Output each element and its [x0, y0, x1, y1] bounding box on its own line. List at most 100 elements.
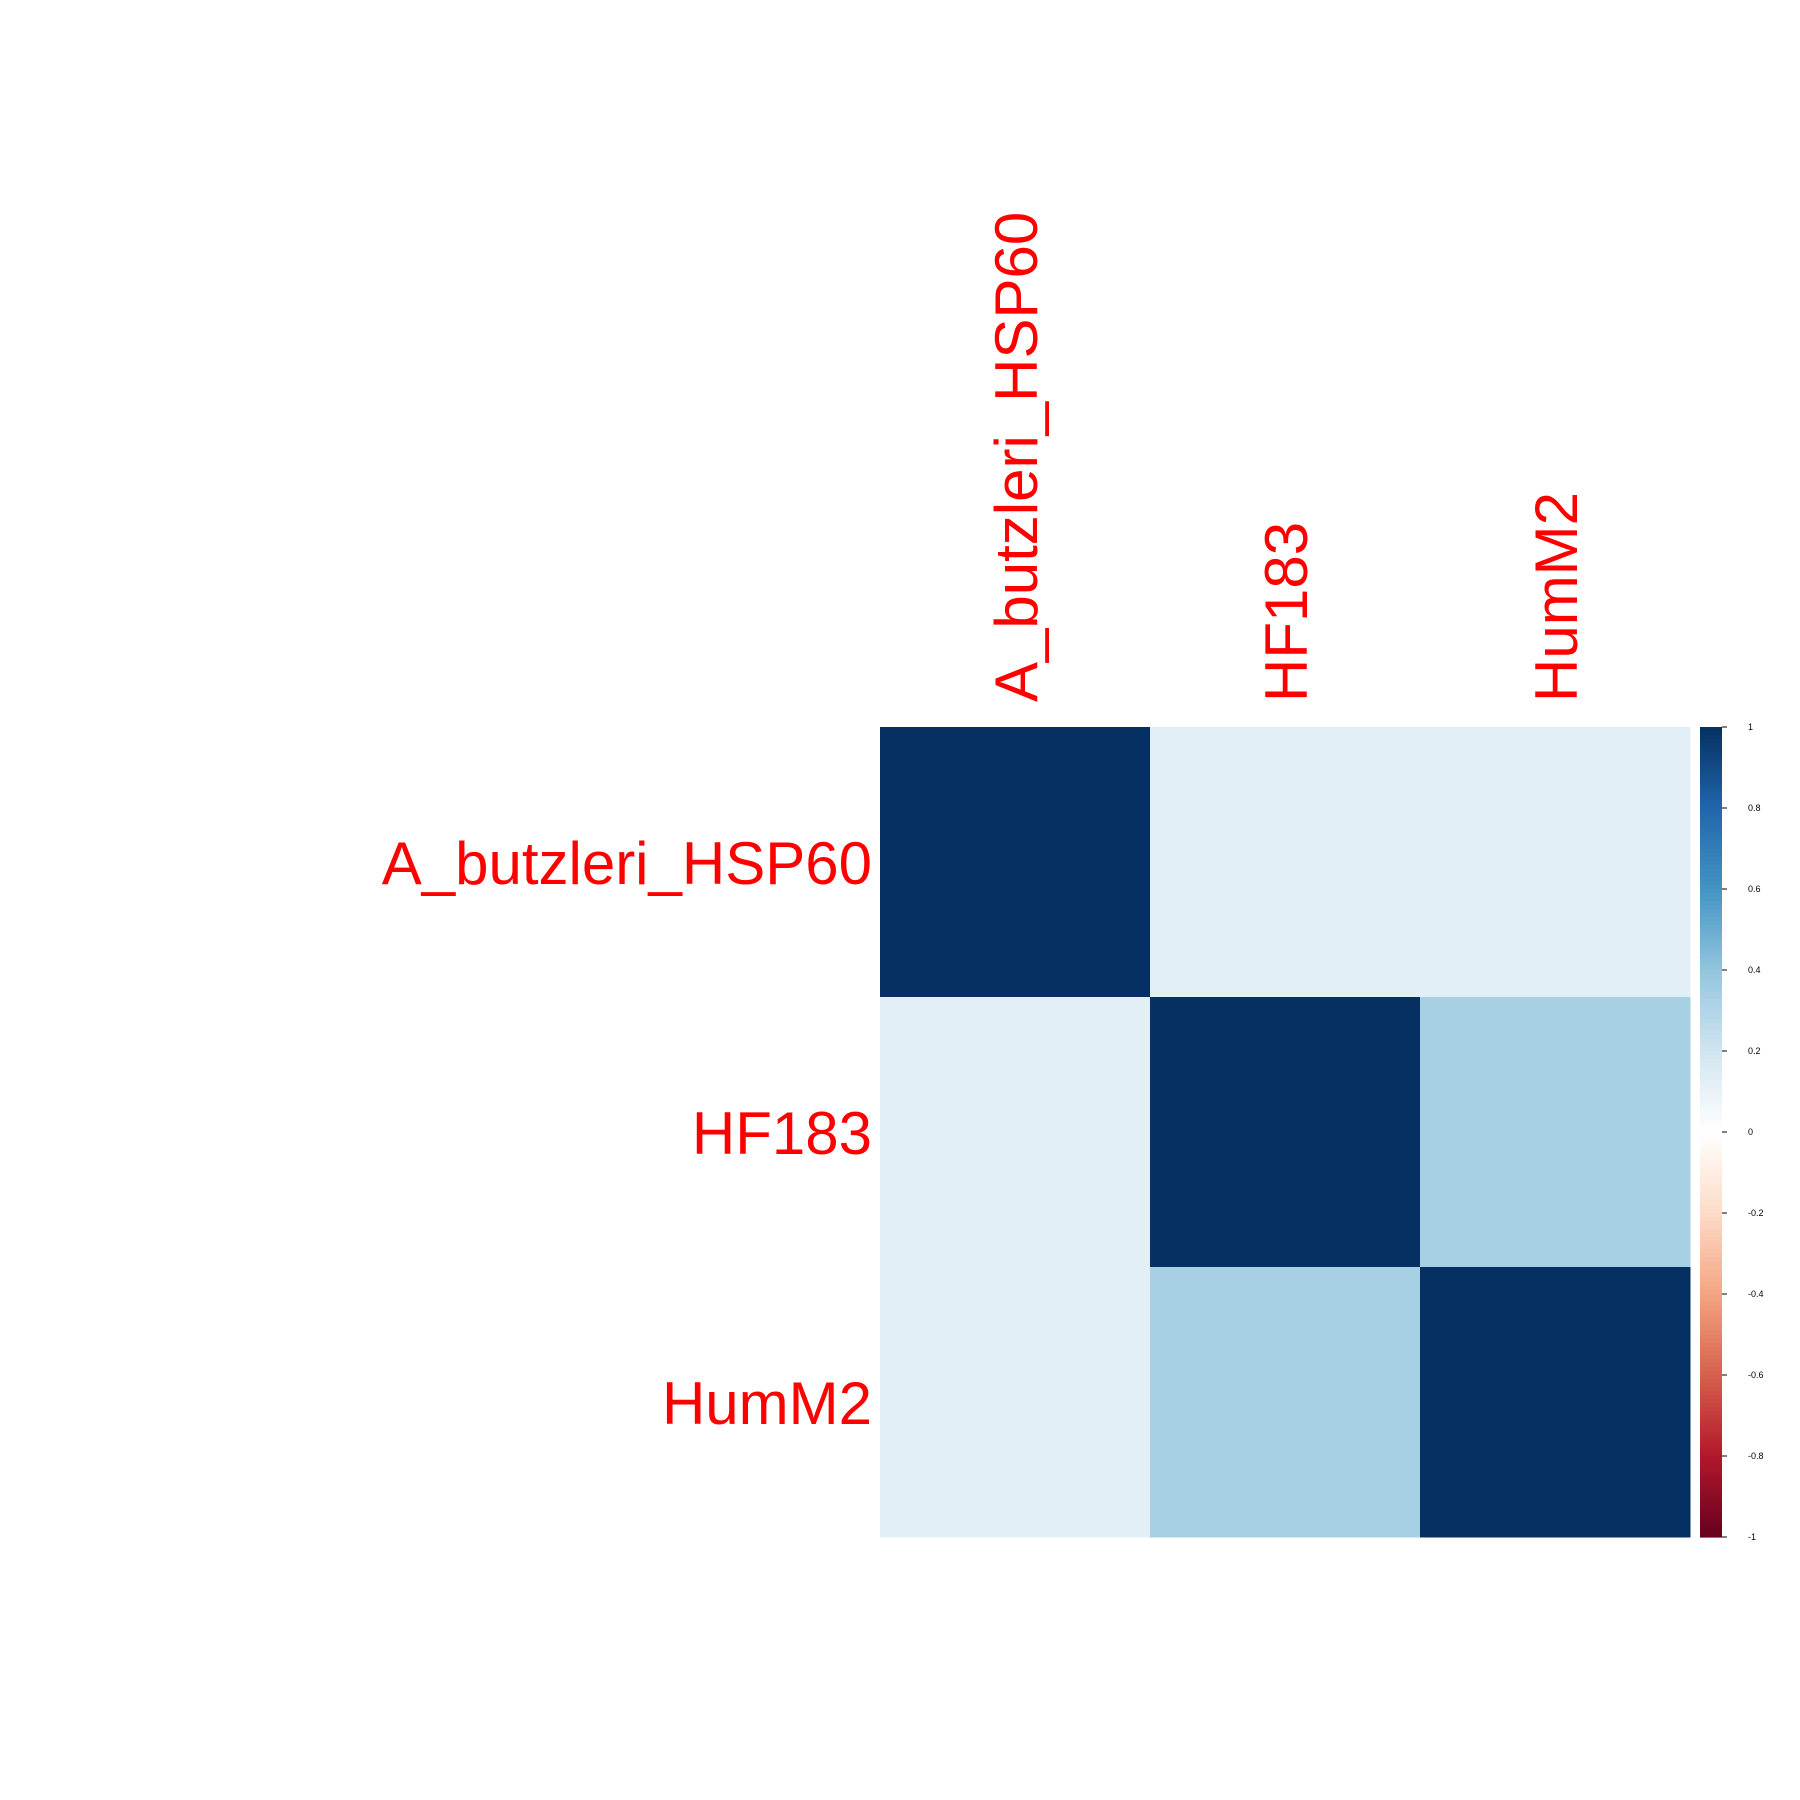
colorbar-segment [1700, 974, 1722, 979]
colorbar-segment [1700, 1123, 1722, 1129]
colorbar-segment [1700, 953, 1722, 959]
colorbar-segment [1700, 1176, 1722, 1182]
colorbar-segment [1700, 1075, 1722, 1080]
colorbar-segment [1700, 824, 1722, 829]
colorbar-segment [1700, 1208, 1722, 1214]
colorbar-segment [1700, 1431, 1722, 1437]
colorbar-segment [1700, 1204, 1722, 1210]
colorbar-segment [1700, 1055, 1722, 1060]
colorbar-tick-label: -0.2 [1748, 1208, 1764, 1218]
colorbar-segment [1700, 1237, 1722, 1242]
colorbar-tick-label: -0.6 [1748, 1370, 1764, 1380]
colorbar-segment [1700, 1063, 1722, 1068]
colorbar-segment [1700, 1468, 1722, 1473]
colorbar-segment [1700, 1298, 1722, 1303]
colorbar-segment [1700, 1338, 1722, 1344]
colorbar-segment [1700, 836, 1722, 841]
heatmap-cell-0-1 [1150, 727, 1421, 998]
colorbar-segment [1700, 1370, 1722, 1376]
colorbar-segment [1700, 1512, 1722, 1518]
row-label: HumM2 [662, 1370, 872, 1437]
colorbar-segment [1700, 1026, 1722, 1032]
colorbar-segment [1700, 844, 1722, 850]
colorbar-segment [1700, 1083, 1722, 1089]
colorbar-segment [1700, 1302, 1722, 1307]
colorbar-segment [1700, 1229, 1722, 1234]
colorbar-segment [1700, 978, 1722, 983]
colorbar-segment [1700, 1480, 1722, 1485]
colorbar-segment [1700, 1346, 1722, 1352]
colorbar-segment [1700, 1051, 1722, 1056]
colorbar-segment [1700, 1132, 1722, 1137]
colorbar-segment [1700, 925, 1722, 931]
colorbar-segment [1700, 743, 1722, 748]
colorbar-segment [1700, 771, 1722, 777]
colorbar-tick-label: -0.4 [1748, 1289, 1764, 1299]
colorbar-segment [1700, 1200, 1722, 1206]
colorbar-segment [1700, 1484, 1722, 1489]
colorbar-segment [1700, 767, 1722, 773]
colorbar-segment [1700, 1318, 1722, 1323]
colorbar-segment [1700, 763, 1722, 769]
colorbar-segment [1700, 1034, 1722, 1040]
colorbar-segment [1700, 1322, 1722, 1327]
colorbar-segment [1700, 1496, 1722, 1502]
heatmap-cell-2-2 [1420, 1267, 1691, 1538]
colorbar-segment [1700, 860, 1722, 866]
colorbar-segment [1700, 933, 1722, 939]
colorbar-tick-label: 0.8 [1748, 803, 1761, 813]
colorbar-segment [1700, 1099, 1722, 1105]
colorbar-segment [1700, 1504, 1722, 1510]
colorbar-segment [1700, 791, 1722, 797]
colorbar-segment [1700, 913, 1722, 918]
colorbar-segment [1700, 1221, 1722, 1226]
colorbar-segment [1700, 1046, 1722, 1052]
colorbar-segment [1700, 1249, 1722, 1255]
colorbar-segment [1700, 840, 1722, 846]
colorbar-segment [1700, 990, 1722, 995]
column-label: HumM2 [1523, 492, 1590, 702]
colorbar-segment [1700, 1391, 1722, 1396]
colorbar-segment [1700, 1294, 1722, 1299]
colorbar-segment [1700, 1350, 1722, 1356]
colorbar-segment [1700, 803, 1722, 809]
colorbar-segment [1700, 747, 1722, 752]
colorbar-segment [1700, 1111, 1722, 1117]
colorbar-segment [1700, 1528, 1722, 1534]
colorbar-segment [1700, 1464, 1722, 1469]
colorbar-segment [1700, 751, 1722, 756]
colorbar-segment [1700, 735, 1722, 740]
colorbar-segment [1700, 759, 1722, 765]
colorbar-segment [1700, 893, 1722, 898]
colorbar-segment [1700, 1217, 1722, 1222]
colorbar-segment [1700, 921, 1722, 927]
colorbar-segment [1700, 1342, 1722, 1348]
colorbar-segment [1700, 949, 1722, 955]
colorbar-segment [1700, 1095, 1722, 1101]
colorbar-segment [1700, 1411, 1722, 1417]
colorbar-segment [1700, 1520, 1722, 1526]
colorbar-segment [1700, 909, 1722, 914]
colorbar-segment [1700, 1395, 1722, 1400]
colorbar-segment [1700, 1087, 1722, 1093]
colorbar-segment [1700, 1447, 1722, 1453]
colorbar-segment [1700, 982, 1722, 987]
colorbar-segment [1700, 872, 1722, 878]
colorbar-segment [1700, 986, 1722, 991]
colorbar-segment [1700, 957, 1722, 963]
colorbar-segment [1700, 1042, 1722, 1048]
row-label: A_butzleri_HSP60 [382, 830, 872, 897]
colorbar-tick-label: 0 [1748, 1127, 1753, 1137]
colorbar-segment [1700, 1188, 1722, 1194]
colorbar-segment [1700, 1265, 1722, 1271]
colorbar-segment [1700, 812, 1722, 817]
colorbar-segment [1700, 1516, 1722, 1522]
colorbar-segment [1700, 1366, 1722, 1372]
colorbar-tick-label: 0.4 [1748, 965, 1761, 975]
colorbar-segment [1700, 945, 1722, 951]
colorbar-segment [1700, 1379, 1722, 1384]
colorbar-segment [1700, 905, 1722, 910]
colorbar-segment [1700, 1334, 1722, 1340]
heatmap-cell-1-1 [1150, 997, 1421, 1268]
colorbar-segment [1700, 1257, 1722, 1263]
